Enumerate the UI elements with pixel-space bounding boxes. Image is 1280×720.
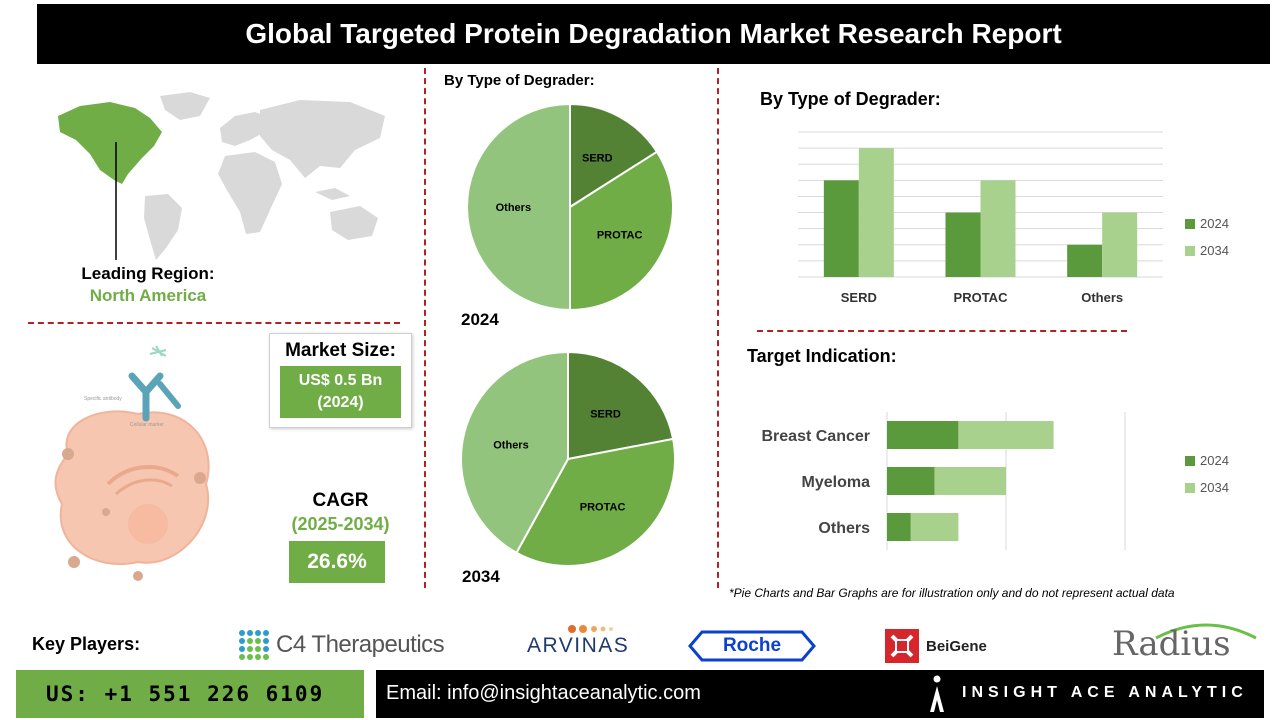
hbar-category-label: Breast Cancer (762, 428, 871, 445)
hbar-chart-heading: Target Indication: (747, 346, 897, 366)
contact-bar: Email: info@insightaceanalytic.com INSIG… (376, 670, 1264, 718)
arvinas-dots-icon (568, 625, 613, 633)
report-title: Global Targeted Protein Degradation Mark… (37, 4, 1270, 64)
cagr-label: CAGR (312, 490, 369, 511)
bar-category-label: SERD (841, 290, 877, 305)
marker-label: Cellular marker (130, 422, 164, 428)
hbar-others-2024 (887, 513, 911, 541)
hbar-legend-label-2034: 2034 (1200, 480, 1229, 495)
pie-2034-year: 2034 (462, 567, 500, 586)
beigene-mark-icon (885, 629, 919, 663)
world-map (58, 92, 385, 260)
cagr-value: 26.6% (289, 541, 385, 583)
pie-2024-label-protac: PROTAC (597, 229, 643, 241)
bar-chart-heading: By Type of Degrader: (760, 89, 941, 109)
bar-category-label: PROTAC (954, 290, 1009, 305)
divider-region (28, 322, 400, 324)
brand-name: INSIGHT ACE ANALYTIC (962, 684, 1248, 701)
logo-roche: Roche (688, 630, 816, 662)
email-contact: Email: info@insightaceanalytic.com (386, 682, 701, 704)
antibody-label: Specific antibody (84, 396, 122, 402)
hbar-myeloma-2024 (887, 467, 935, 495)
pie-2034-slice-others (460, 350, 569, 555)
divider-left (424, 68, 426, 588)
hbar-breast-cancer-2024 (887, 421, 959, 449)
arvinas-logo-text: ARVINAS (527, 634, 630, 657)
logo-beigene: BeiGene (884, 628, 1014, 664)
bar-protac-2024 (945, 212, 981, 277)
leading-region-label: Leading Region: (81, 264, 215, 283)
pie-2024-slice-others (466, 102, 571, 312)
pie-heading: By Type of Degrader: (444, 72, 595, 89)
pie-2024-slice-protac (569, 150, 674, 312)
c4-logo-text: C4 Therapeutics (276, 631, 445, 658)
bar-legend-label-2034: 2034 (1200, 243, 1229, 258)
bar-serd-2024 (823, 180, 859, 277)
market-size-line1: US$ 0.5 Bn (298, 372, 383, 389)
leading-region-value: North America (89, 286, 207, 305)
pie-2024-label-serd: SERD (582, 152, 613, 164)
pie-2034-label-serd: SERD (590, 409, 621, 421)
hbar-myeloma-2034 (934, 467, 1006, 495)
pie-2034-slice-serd (567, 350, 675, 461)
market-size-label: Market Size: (285, 340, 396, 361)
pie-2034-slice-protac (515, 437, 676, 567)
bar-category-label: Others (1081, 290, 1123, 305)
bar-legend-label-2024: 2024 (1200, 216, 1229, 231)
divider-right (717, 68, 719, 588)
bar-chart: SERD PROTAC Others 2024 2034 (798, 131, 1229, 305)
market-size-line2: (2024) (317, 394, 364, 411)
hbar-category-label: Others (818, 520, 870, 537)
roche-logo-text: Roche (722, 635, 782, 656)
hbar-category-label: Myeloma (802, 474, 871, 491)
logo-c4-therapeutics: C4 Therapeutics (236, 626, 461, 664)
bar-others-2034 (1102, 212, 1138, 277)
bar-serd-2034 (858, 148, 894, 277)
radius-logo-text: Radius (1112, 624, 1231, 664)
insight-ace-logo-icon (930, 675, 944, 712)
logo-radius: Radius (1112, 620, 1262, 664)
c4-dots-icon (239, 630, 269, 660)
hbar-legend-label-2024: 2024 (1200, 453, 1229, 468)
pie-2024-slice-serd (569, 102, 659, 209)
pie-2034-label-others: Others (493, 439, 528, 451)
hbar-legend-swatch-2034 (1185, 483, 1195, 493)
hbar-others-2034 (910, 513, 959, 541)
hbar-breast-cancer-2034 (958, 421, 1054, 449)
pie-2034-label-protac: PROTAC (580, 502, 626, 514)
hbar-chart: Breast Cancer Myeloma Others 2024 2034 (762, 412, 1229, 550)
pie-chart-2034: SERD PROTAC Others (460, 350, 676, 567)
pie-chart-2024: SERD PROTAC Others (466, 102, 674, 312)
beigene-logo-text: BeiGene (926, 637, 987, 655)
cell-illustration: Specific antibody Cellular marker (54, 345, 210, 581)
key-players-label: Key Players: (32, 634, 141, 654)
radius-arc-icon (1155, 623, 1257, 640)
bar-protac-2034 (980, 180, 1016, 277)
pie-2024-year: 2024 (461, 310, 499, 329)
pie-2024-label-others: Others (496, 202, 531, 214)
bar-legend-swatch-2034 (1185, 246, 1195, 256)
market-size-card: Market Size: US$ 0.5 Bn (2024) (269, 333, 412, 428)
market-size-value: US$ 0.5 Bn (2024) (280, 366, 401, 418)
footnote: *Pie Charts and Bar Graphs are for illus… (729, 586, 1175, 600)
phone-contact: US: +1 551 226 6109 (16, 670, 364, 718)
bar-legend-swatch-2024 (1185, 219, 1195, 229)
roche-hexagon-icon (688, 630, 816, 662)
hbar-legend-swatch-2024 (1185, 456, 1195, 466)
cagr-period: (2025-2034) (291, 514, 390, 534)
divider-bar-charts (757, 330, 1127, 332)
bar-others-2024 (1067, 244, 1103, 277)
logo-arvinas: ARVINAS (527, 622, 630, 658)
